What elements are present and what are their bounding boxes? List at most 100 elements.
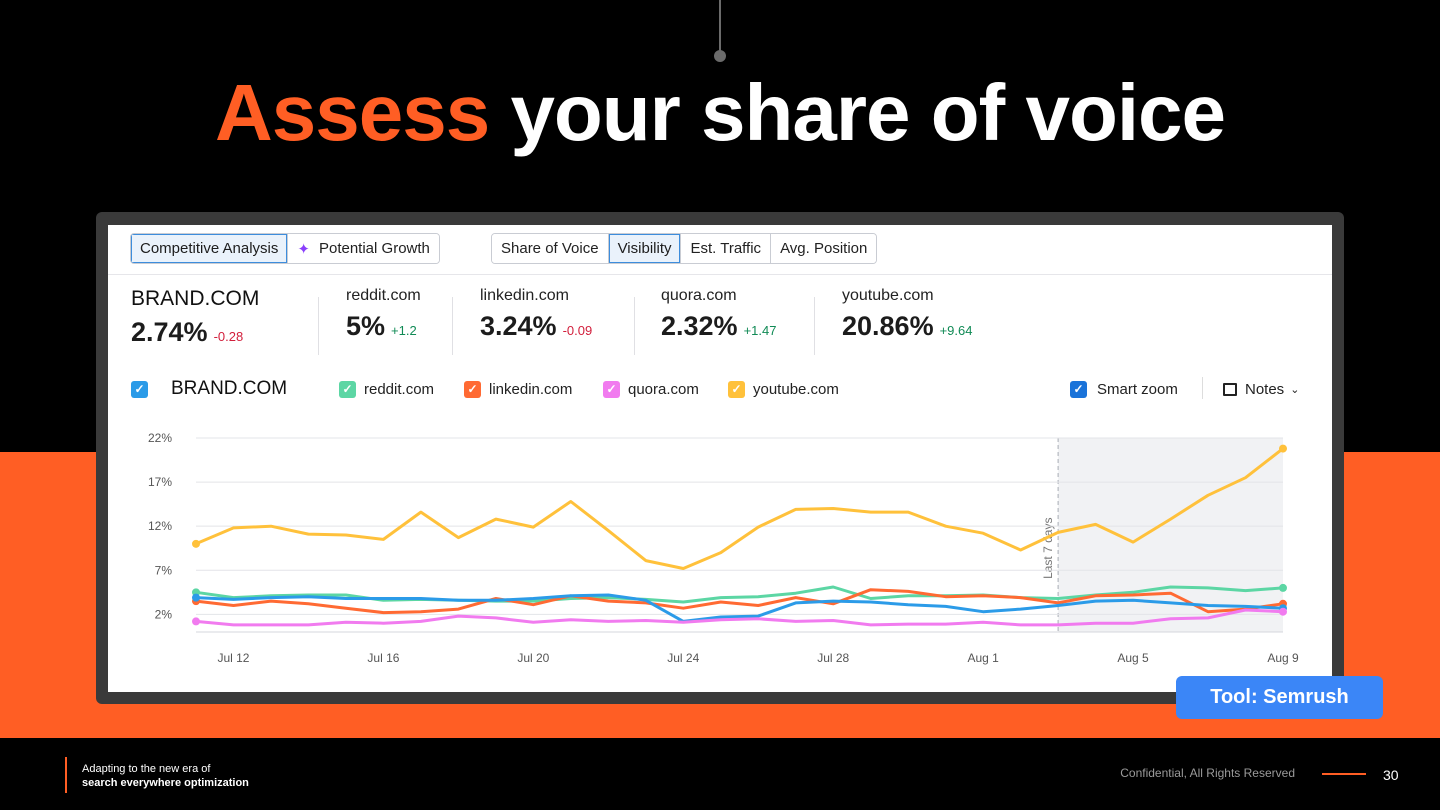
potential-growth-label: Potential Growth [318,240,430,257]
title-accent: Assess [214,68,490,157]
visibility-button[interactable]: Visibility [608,234,682,263]
title-rest: your share of voice [510,68,1226,157]
share-of-voice-label: Share of Voice [501,240,599,257]
metric-divider [318,297,319,355]
metric-name: BRAND.COM [131,287,260,310]
share-of-voice-button[interactable]: Share of Voice [492,234,609,263]
checkbox-checked-icon[interactable]: ✓ [339,380,356,398]
metric-name: linkedin.com [480,287,569,304]
chevron-down-icon: ⌄ [1290,383,1300,396]
metric-value: 20.86% +9.64 [842,311,972,342]
y-tick-label: 7% [155,563,173,577]
series-line-brand-com [195,593,1284,623]
legend-label: youtube.com [753,380,839,398]
footer-tagline: Adapting to the new era of search everyw… [82,762,249,790]
metric-youtube: youtube.com 20.86% +9.64 [842,287,972,357]
legend-divider [1202,377,1203,399]
metric-type-group: Share of Voice Visibility Est. Traffic A… [491,233,878,264]
legend-label: quora.com [628,380,699,398]
metric-divider [452,297,453,355]
metric-name: quora.com [661,287,737,304]
x-tick-label: Aug 1 [967,651,999,665]
x-tick-label: Jul 24 [667,651,699,665]
legend-item-linkedin[interactable]: ✓ linkedin.com [464,379,572,399]
est-traffic-label: Est. Traffic [690,240,762,257]
y-tick-label: 2% [155,607,173,621]
notes-label: Notes [1245,380,1285,398]
metric-value-number: 3.24% [480,311,557,341]
slide-title: Assess your share of voice [0,68,1440,158]
visibility-line-chart: Last 7 days 22% 17% 12% 7% 2% Jul 12 Jul 16 Jul … [148,431,1299,665]
analysis-mode-group: Competitive Analysis ✦ Potential Growth [130,233,440,264]
y-tick-label: 22% [148,431,172,445]
metric-delta: +1.47 [743,323,777,338]
footer-accent-bar [65,757,67,793]
series-line-quora-com [195,608,1284,627]
last-7-days-label: Last 7 days [1041,518,1055,579]
y-tick-label: 12% [148,519,172,533]
series-legend: ✓ BRAND.COM ✓ reddit.com ✓ linkedin.com … [108,375,1332,403]
pin-line [719,0,721,52]
semrush-panel: Competitive Analysis ✦ Potential Growth S… [108,225,1332,692]
checkbox-checked-icon[interactable]: ✓ [131,380,148,398]
metric-quora: quora.com 2.32% +1.47 [661,287,776,357]
metric-value: 2.74% -0.28 [131,317,259,348]
smart-zoom-toggle[interactable]: ✓ Smart zoom [1070,379,1178,399]
footer [0,738,1440,810]
metric-delta: +1.2 [391,323,417,338]
x-tick-label: Jul 28 [817,651,849,665]
checkbox-checked-icon[interactable]: ✓ [603,380,620,398]
legend-item-reddit[interactable]: ✓ reddit.com [339,379,434,399]
checkbox-checked-icon[interactable]: ✓ [728,380,745,398]
metric-delta: -0.28 [213,329,244,344]
metric-divider [814,297,815,355]
legend-label: reddit.com [364,380,435,398]
legend-label: BRAND.COM [171,378,288,399]
visibility-label: Visibility [617,240,672,257]
page-number: 30 [1383,767,1399,783]
legend-item-quora[interactable]: ✓ quora.com [603,379,699,399]
y-tick-label: 17% [148,475,172,489]
legend-item-youtube[interactable]: ✓ youtube.com [728,379,839,399]
est-traffic-button[interactable]: Est. Traffic [681,234,772,263]
metrics-row: BRAND.COM 2.74% -0.28 reddit.com 5% +1.2 l… [108,287,1332,359]
sparkle-icon: ✦ [297,240,310,258]
legend-item-brand[interactable]: ✓ BRAND.COM [131,378,288,399]
series-line-linkedin-com [195,588,1284,615]
metric-divider [634,297,635,355]
metric-value: 2.32% +1.47 [661,311,776,342]
series-start-point-quora-com [192,617,200,626]
x-tick-label: Aug 9 [1267,651,1299,665]
series-end-point-quora-com [1279,607,1287,616]
metric-value-number: 5% [346,311,386,341]
footer-line-2: search everywhere optimization [82,777,249,789]
metric-linkedin: linkedin.com 3.24% -0.09 [480,287,592,357]
competitive-analysis-button[interactable]: Competitive Analysis [131,234,289,263]
metric-brand: BRAND.COM 2.74% -0.28 [131,287,259,357]
footer-line-1: Adapting to the new era of [82,763,211,775]
series-start-point-youtube-com [192,539,200,548]
x-tick-label: Aug 5 [1117,651,1149,665]
metric-reddit: reddit.com 5% +1.2 [346,287,421,357]
metric-value-number: 2.74% [131,317,208,347]
notes-dropdown[interactable]: Notes ⌄ [1223,379,1299,399]
metric-value: 5% +1.2 [346,311,421,342]
competitive-analysis-label: Competitive Analysis [140,240,279,257]
tool-badge: Tool: Semrush [1176,676,1383,719]
metric-name: reddit.com [346,287,421,304]
metric-value-number: 20.86% [842,311,934,341]
x-tick-label: Jul 20 [517,651,549,665]
metric-value: 3.24% -0.09 [480,311,592,342]
checkbox-checked-icon[interactable]: ✓ [1070,380,1087,398]
legend-label: linkedin.com [489,380,573,398]
toolbar: Competitive Analysis ✦ Potential Growth S… [108,225,1332,275]
avg-position-button[interactable]: Avg. Position [771,234,877,263]
checkbox-checked-icon[interactable]: ✓ [464,380,481,398]
metric-value-number: 2.32% [661,311,738,341]
potential-growth-button[interactable]: ✦ Potential Growth [288,234,439,263]
avg-position-label: Avg. Position [780,240,868,257]
metric-delta: +9.64 [939,323,973,338]
metric-delta: -0.09 [562,323,593,338]
smart-zoom-label: Smart zoom [1097,380,1178,398]
metric-name: youtube.com [842,287,934,304]
